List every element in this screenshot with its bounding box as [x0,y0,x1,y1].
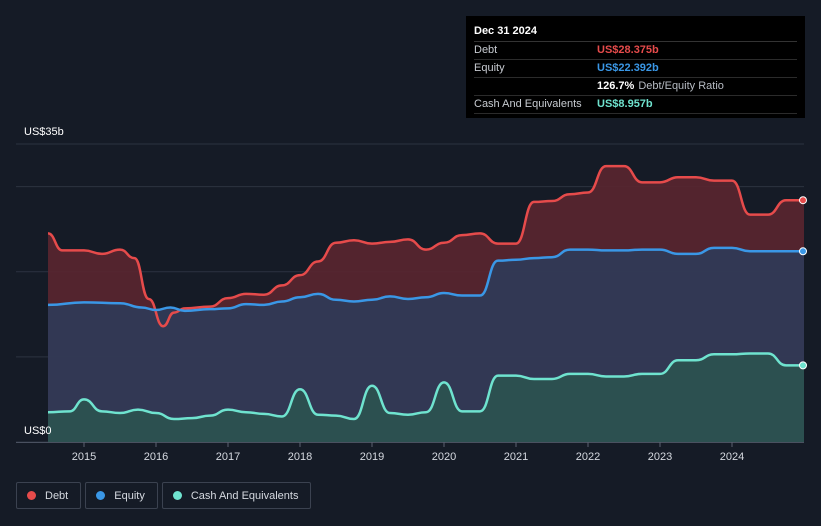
tooltip-row-debt: Debt US$28.375b [474,42,797,60]
legend-item-cash[interactable]: Cash And Equivalents [161,482,312,509]
equity-dot-icon [96,491,106,500]
tooltip-equity-label: Equity [474,62,505,74]
cash-and-equivalents-end-marker [799,361,807,370]
tooltip-ratio-label: Debt/Equity Ratio [638,80,724,92]
debt-dot-icon [27,491,36,500]
legend-item-equity[interactable]: Equity [85,482,158,509]
tooltip-row-equity: Equity US$22.392b [474,60,797,78]
tooltip-row-cash: Cash And Equivalents US$8.957b [474,96,797,114]
tooltip-cash-label: Cash And Equivalents [474,98,582,110]
cash-area [48,353,804,442]
x-tick-label: 2017 [216,451,240,463]
tooltip-row-ratio: 126.7% Debt/Equity Ratio [474,78,797,96]
tooltip-debt-value: US$28.375b [597,44,659,56]
x-tick-label: 2023 [648,451,672,463]
tooltip-ratio-value: 126.7% [597,80,635,92]
tooltip-panel: Dec 31 2024 Debt US$28.375b Equity US$22… [466,16,805,118]
x-tick-label: 2015 [72,451,96,463]
legend-equity-label: Equity [114,489,145,502]
debt-line [47,164,804,328]
debt-end-marker [799,196,807,205]
tooltip-cash-value: US$8.957b [597,98,653,110]
legend-debt-label: Debt [45,489,69,502]
x-tick-label: 2018 [288,451,312,463]
y-axis-bottom-label: US$0 [24,425,52,437]
series-lines [47,164,804,421]
legend-item-debt[interactable]: Debt [16,482,82,509]
tooltip-equity-value: US$22.392b [597,62,659,74]
tooltip-date: Dec 31 2024 [474,24,797,42]
x-axis-ticks: 2015 2016 2017 2018 2019 2020 2021 2022 2023 2024 [72,442,744,463]
equity-end-marker [799,247,807,256]
cash-dot-icon [172,491,182,500]
x-tick-label: 2021 [504,451,528,463]
equity-line [47,246,804,313]
series-end-markers [799,196,807,370]
x-tick-label: 2016 [144,451,168,463]
y-axis-top-label: US$35b [24,126,64,138]
x-tick-label: 2019 [360,451,384,463]
chart-legend: Debt Equity Cash And Equivalents [16,482,312,509]
cash-and-equivalents-line [47,352,804,421]
legend-cash-label: Cash And Equivalents [190,489,299,502]
x-tick-label: 2024 [720,451,744,463]
x-tick-label: 2022 [576,451,600,463]
tooltip-debt-label: Debt [474,44,498,56]
x-tick-label: 2020 [432,451,456,463]
series-areas [48,166,804,442]
